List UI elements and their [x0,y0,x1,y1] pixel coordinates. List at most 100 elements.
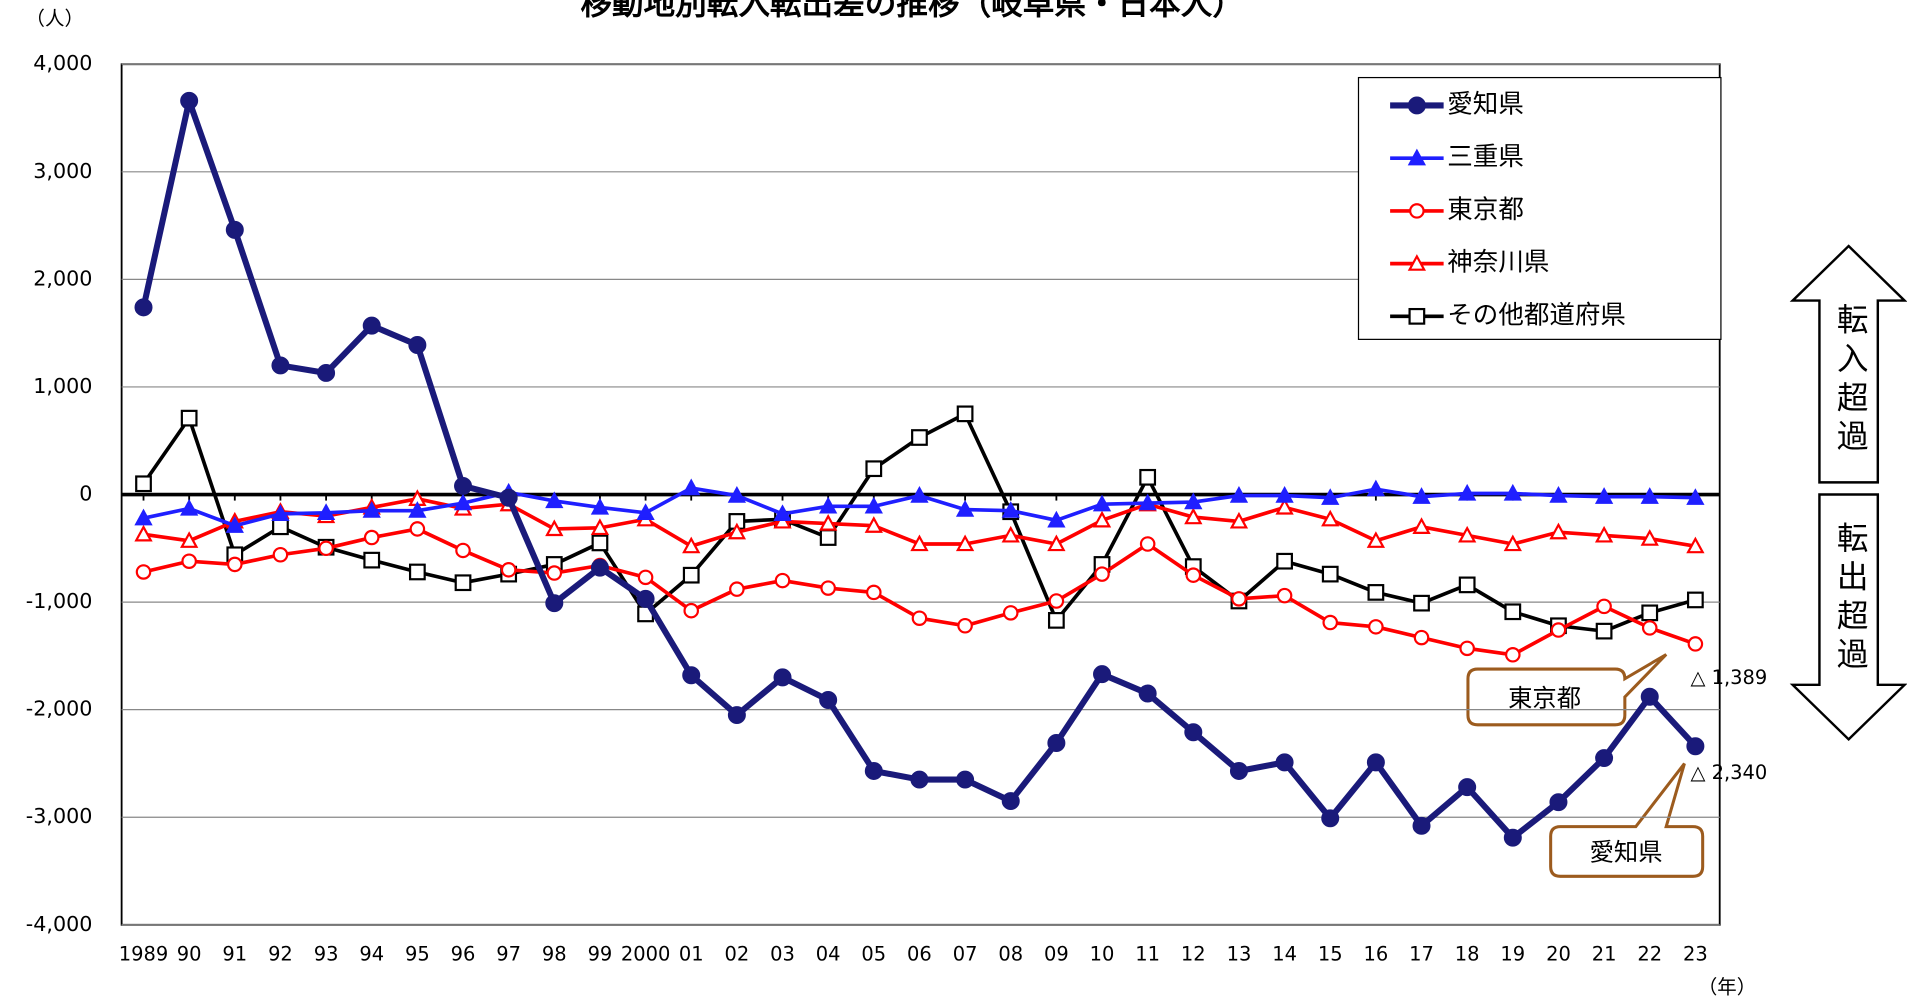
marker [1413,629,1430,646]
side-label: 転出超過 [1832,521,1869,676]
marker [1276,587,1293,604]
marker [1276,552,1293,570]
marker [499,488,518,507]
marker [727,706,746,725]
marker [955,500,975,517]
x-tick-label: 96 [451,943,476,966]
annotation: 愛知県 [1590,837,1663,866]
marker [1184,723,1203,742]
x-tick-label: 17 [1409,943,1434,966]
inflow-arrow [1789,244,1907,484]
y-tick-label: 4,000 [33,51,92,75]
x-tick-label: 12 [1181,943,1206,966]
marker [408,563,426,581]
marker [1458,483,1477,501]
marker [1001,792,1020,811]
legend-marker [1408,307,1426,325]
x-tick-label: 2000 [621,943,670,966]
x-tick-label: 99 [588,943,613,966]
marker [454,574,472,592]
marker [1504,603,1522,621]
marker [1687,636,1704,652]
x-tick-label: 02 [725,943,750,966]
marker [1002,605,1019,621]
series [135,405,1704,640]
annotation: 東京都 [1508,683,1581,712]
marker [1321,488,1340,505]
marker [1458,576,1476,594]
marker [134,508,153,526]
x-tick-label: 18 [1455,943,1480,966]
marker [1458,525,1477,543]
marker [1640,687,1659,706]
marker [1503,828,1522,847]
marker [135,475,152,493]
marker [271,356,290,375]
marker [363,551,381,569]
legend-label: 東京都 [1447,195,1524,225]
x-tick-label: 97 [496,943,521,966]
marker [1413,594,1430,612]
x-tick-label: 22 [1637,943,1662,966]
marker [1001,501,1020,518]
marker [591,534,609,552]
marker [227,556,243,573]
y-tick-label: 3,000 [33,159,92,183]
marker [911,610,928,626]
y-tick-label: -2,000 [26,697,93,721]
marker [911,429,928,446]
x-tick-label: 93 [314,943,339,966]
y-tick-label: 1,000 [33,374,92,398]
series [134,91,1705,847]
marker [1047,534,1066,552]
marker [546,565,563,581]
marker [1139,468,1157,486]
marker [1594,525,1614,543]
marker [682,666,701,685]
x-unit: （年） [1698,975,1756,998]
marker [362,501,381,518]
marker [957,617,973,634]
marker [1138,493,1157,511]
marker [1412,487,1431,504]
marker [1321,565,1339,583]
marker [955,534,975,552]
marker [1231,591,1247,607]
marker [590,497,610,515]
x-tick-label: 05 [861,943,886,966]
x-tick-label: 20 [1546,943,1571,966]
y-tick-label: -3,000 [26,804,93,828]
marker [1321,809,1340,828]
marker [453,493,473,511]
marker [819,496,838,514]
marker [1412,816,1431,835]
marker [1229,511,1249,529]
marker [1641,604,1659,622]
marker [1686,536,1705,554]
marker [545,519,564,537]
marker [1093,665,1112,684]
marker [866,584,882,601]
callout [1466,653,1668,727]
marker [545,594,564,613]
marker [819,691,838,709]
marker [1458,778,1477,797]
marker [1322,614,1339,631]
marker [454,476,473,495]
marker [956,770,975,789]
marker [683,602,700,619]
marker [1092,510,1112,528]
marker [1594,487,1614,504]
marker [1275,753,1294,772]
marker [1321,509,1340,527]
marker [682,478,701,496]
marker [316,503,336,520]
marker [1412,517,1431,534]
marker [181,553,197,569]
callout [1549,762,1705,878]
marker [1640,487,1659,504]
marker [729,581,745,597]
outflow-arrow [1789,493,1907,742]
x-tick-label: 16 [1364,943,1389,966]
